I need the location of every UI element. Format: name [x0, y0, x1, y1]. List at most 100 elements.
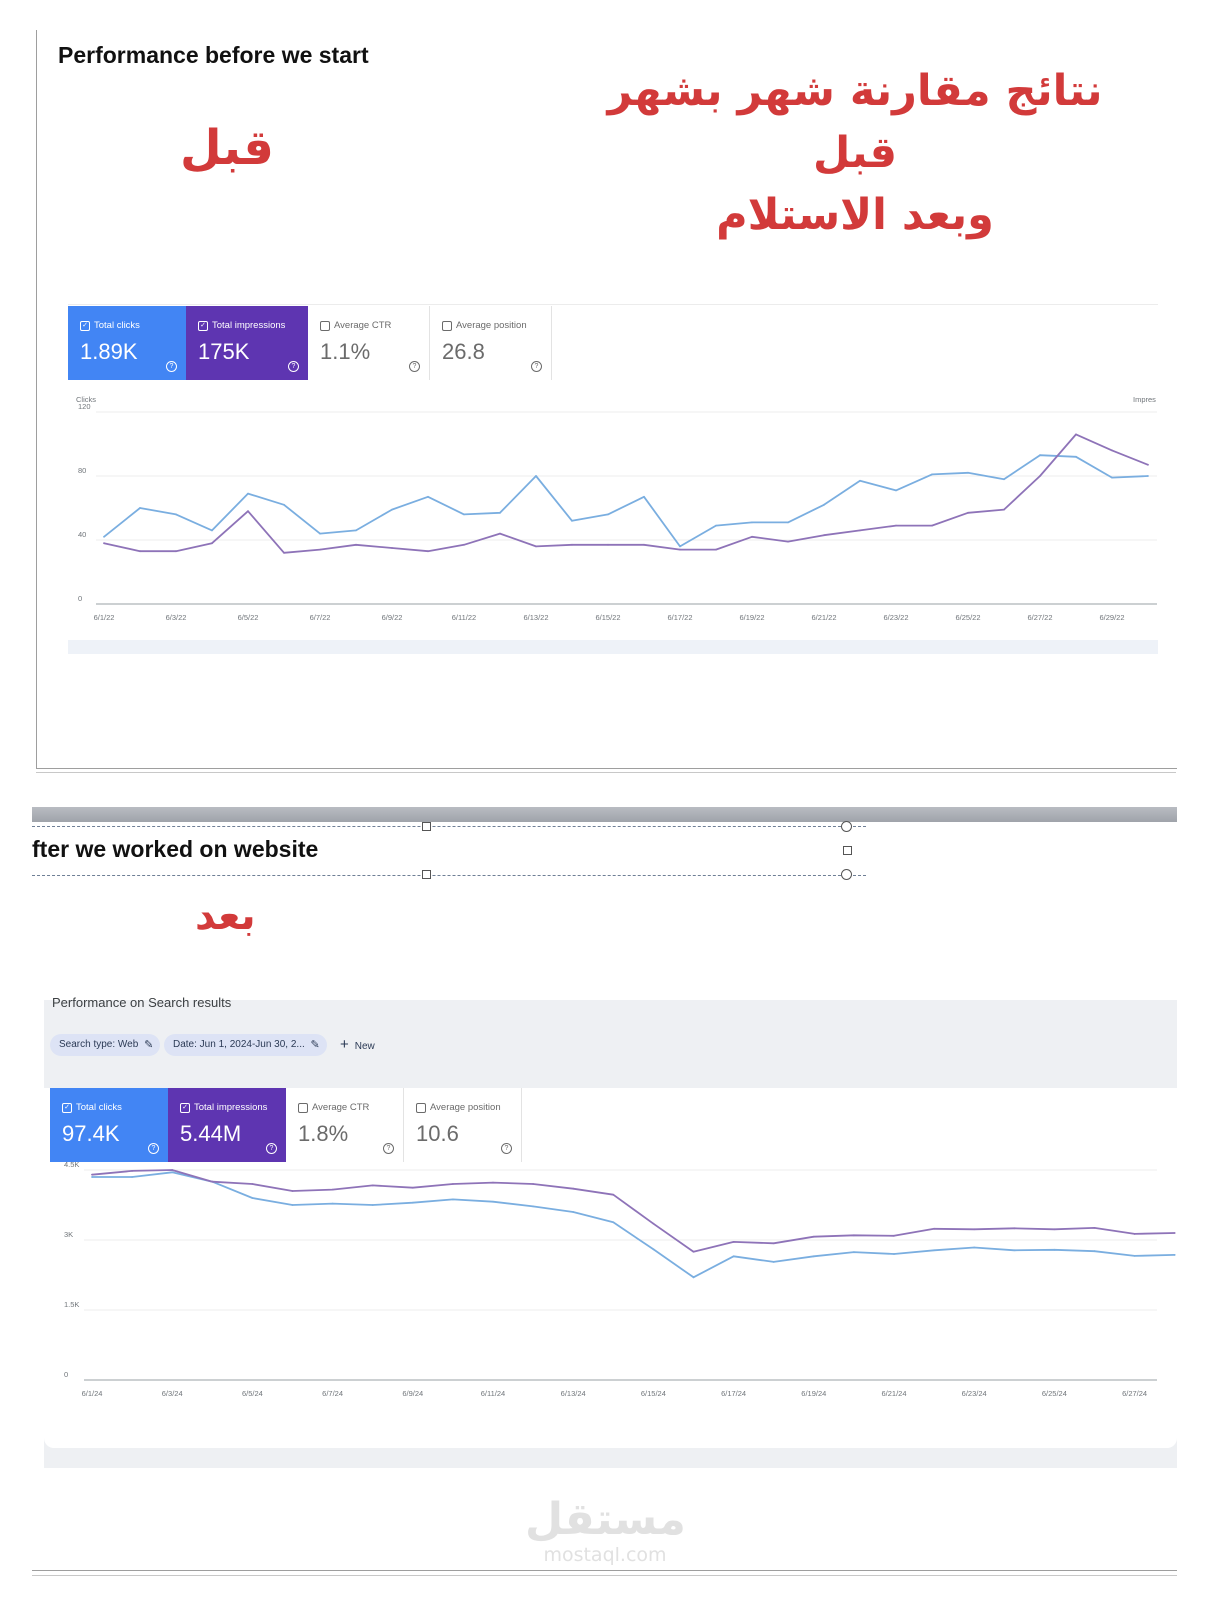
data-point: [973, 1228, 976, 1231]
before-label-arabic: قبل: [180, 120, 274, 176]
data-point: [1093, 1226, 1096, 1229]
data-point: [895, 524, 897, 527]
data-point: [787, 521, 789, 524]
metric-card-average-position[interactable]: Average position 26.8 ?: [430, 306, 552, 380]
help-icon[interactable]: ?: [166, 361, 177, 372]
data-point: [859, 479, 861, 482]
right-axis-title: Impres: [1133, 395, 1156, 404]
data-point: [692, 1250, 695, 1253]
x-tick-label: 6/29/22: [1099, 613, 1124, 622]
checkbox-checked-icon: ✓: [180, 1102, 190, 1113]
data-point: [492, 1181, 494, 1184]
metric-card-total-clicks[interactable]: ✓ Total clicks 1.89K ?: [68, 306, 186, 380]
series-line-1: [92, 1171, 1175, 1279]
data-point: [931, 524, 933, 527]
data-point: [812, 1255, 815, 1258]
metric-label: Average CTR: [312, 1102, 370, 1113]
data-point: [572, 1187, 575, 1190]
edit-pencil-icon: ✎: [310, 1039, 320, 1051]
metric-card-total-impressions[interactable]: ✓ Total impressions 5.44M ?: [168, 1088, 286, 1162]
comparison-title-line1: نتائج مقارنة شهر بشهر قبل: [607, 66, 1103, 178]
resize-handle-right[interactable]: [843, 846, 852, 855]
help-icon[interactable]: ?: [531, 361, 542, 372]
data-point: [535, 545, 537, 548]
x-tick-label: 6/27/22: [1027, 613, 1052, 622]
x-tick-label: 6/5/24: [242, 1389, 263, 1398]
data-point: [247, 492, 249, 495]
help-icon[interactable]: ?: [288, 361, 299, 372]
data-point: [291, 1190, 294, 1192]
metric-card-average-ctr[interactable]: Average CTR 1.8% ?: [286, 1088, 404, 1162]
data-point: [463, 543, 465, 546]
plus-icon: +: [340, 1036, 349, 1053]
metric-card-average-ctr[interactable]: Average CTR 1.1% ?: [308, 306, 430, 380]
metric-label: Average CTR: [334, 320, 392, 331]
y-axis-title: Clicks: [76, 395, 96, 404]
data-point: [427, 550, 429, 553]
series-line-1: [103, 454, 1149, 548]
help-icon[interactable]: ?: [266, 1143, 277, 1154]
data-point: [532, 1183, 534, 1185]
metric-value: 10.6: [416, 1121, 459, 1146]
metric-card-average-position[interactable]: Average position 10.6 ?: [404, 1088, 522, 1162]
x-tick-label: 6/1/24: [82, 1389, 103, 1398]
series-line-2: [103, 433, 1149, 554]
title-selection-box[interactable]: [32, 826, 866, 876]
y-tick-label: 80: [78, 466, 86, 475]
metric-label: Total impressions: [194, 1102, 268, 1113]
data-point: [1075, 455, 1077, 458]
data-point: [103, 542, 105, 545]
data-point: [371, 1184, 374, 1187]
x-tick-label: 6/19/24: [801, 1389, 826, 1398]
checkbox-checked-icon: ✓: [62, 1102, 72, 1113]
data-point: [355, 543, 357, 546]
x-tick-label: 6/27/24: [1122, 1389, 1147, 1398]
resize-handle-bottom-right[interactable]: [841, 869, 852, 880]
metric-card-total-impressions[interactable]: ✓ Total impressions 175K ?: [186, 306, 308, 380]
data-point: [175, 513, 177, 516]
new-filter-button[interactable]: + New: [340, 1034, 375, 1056]
data-point: [331, 1202, 334, 1205]
data-point: [211, 529, 213, 532]
data-point: [1013, 1249, 1016, 1252]
y-tick-label: 120: [78, 402, 91, 411]
data-point: [853, 1234, 855, 1237]
metric-card-total-clicks[interactable]: ✓ Total clicks 97.4K ?: [50, 1088, 168, 1162]
resize-handle-top-right[interactable]: [841, 821, 852, 832]
help-icon[interactable]: ?: [383, 1143, 394, 1154]
resize-handle-bottom[interactable]: [422, 870, 431, 879]
data-point: [732, 1255, 735, 1258]
x-tick-label: 6/25/24: [1042, 1389, 1067, 1398]
data-point: [643, 543, 645, 546]
data-point: [572, 1211, 575, 1213]
data-point: [283, 551, 285, 554]
y-tick-label: 1.5K: [64, 1300, 79, 1309]
resize-handle-top[interactable]: [422, 822, 431, 831]
help-icon[interactable]: ?: [501, 1143, 512, 1154]
x-tick-label: 6/25/22: [955, 613, 980, 622]
after-title: fter we worked on website: [32, 836, 319, 862]
chip-date-range[interactable]: Date: Jun 1, 2024-Jun 30, 2... ✎: [164, 1034, 327, 1056]
data-point: [933, 1227, 935, 1230]
help-icon[interactable]: ?: [409, 361, 420, 372]
data-point: [131, 1176, 134, 1178]
data-point: [652, 1222, 655, 1225]
chip-search-type[interactable]: Search type: Web ✎: [50, 1034, 161, 1056]
chart-footer-bar: [68, 640, 1158, 654]
help-icon[interactable]: ?: [148, 1143, 159, 1154]
data-point: [355, 529, 357, 532]
data-point: [211, 542, 213, 545]
data-point: [411, 1201, 414, 1204]
data-point: [772, 1242, 775, 1245]
data-point: [283, 503, 285, 506]
data-point: [139, 550, 141, 553]
before-title: Performance before we start: [58, 42, 369, 68]
data-point: [1173, 1254, 1176, 1256]
data-point: [319, 548, 321, 551]
y-tick-label: 3K: [64, 1230, 73, 1239]
data-point: [499, 532, 501, 535]
data-point: [859, 529, 861, 532]
data-point: [679, 545, 681, 548]
data-point: [247, 510, 249, 513]
data-point: [1111, 449, 1113, 452]
